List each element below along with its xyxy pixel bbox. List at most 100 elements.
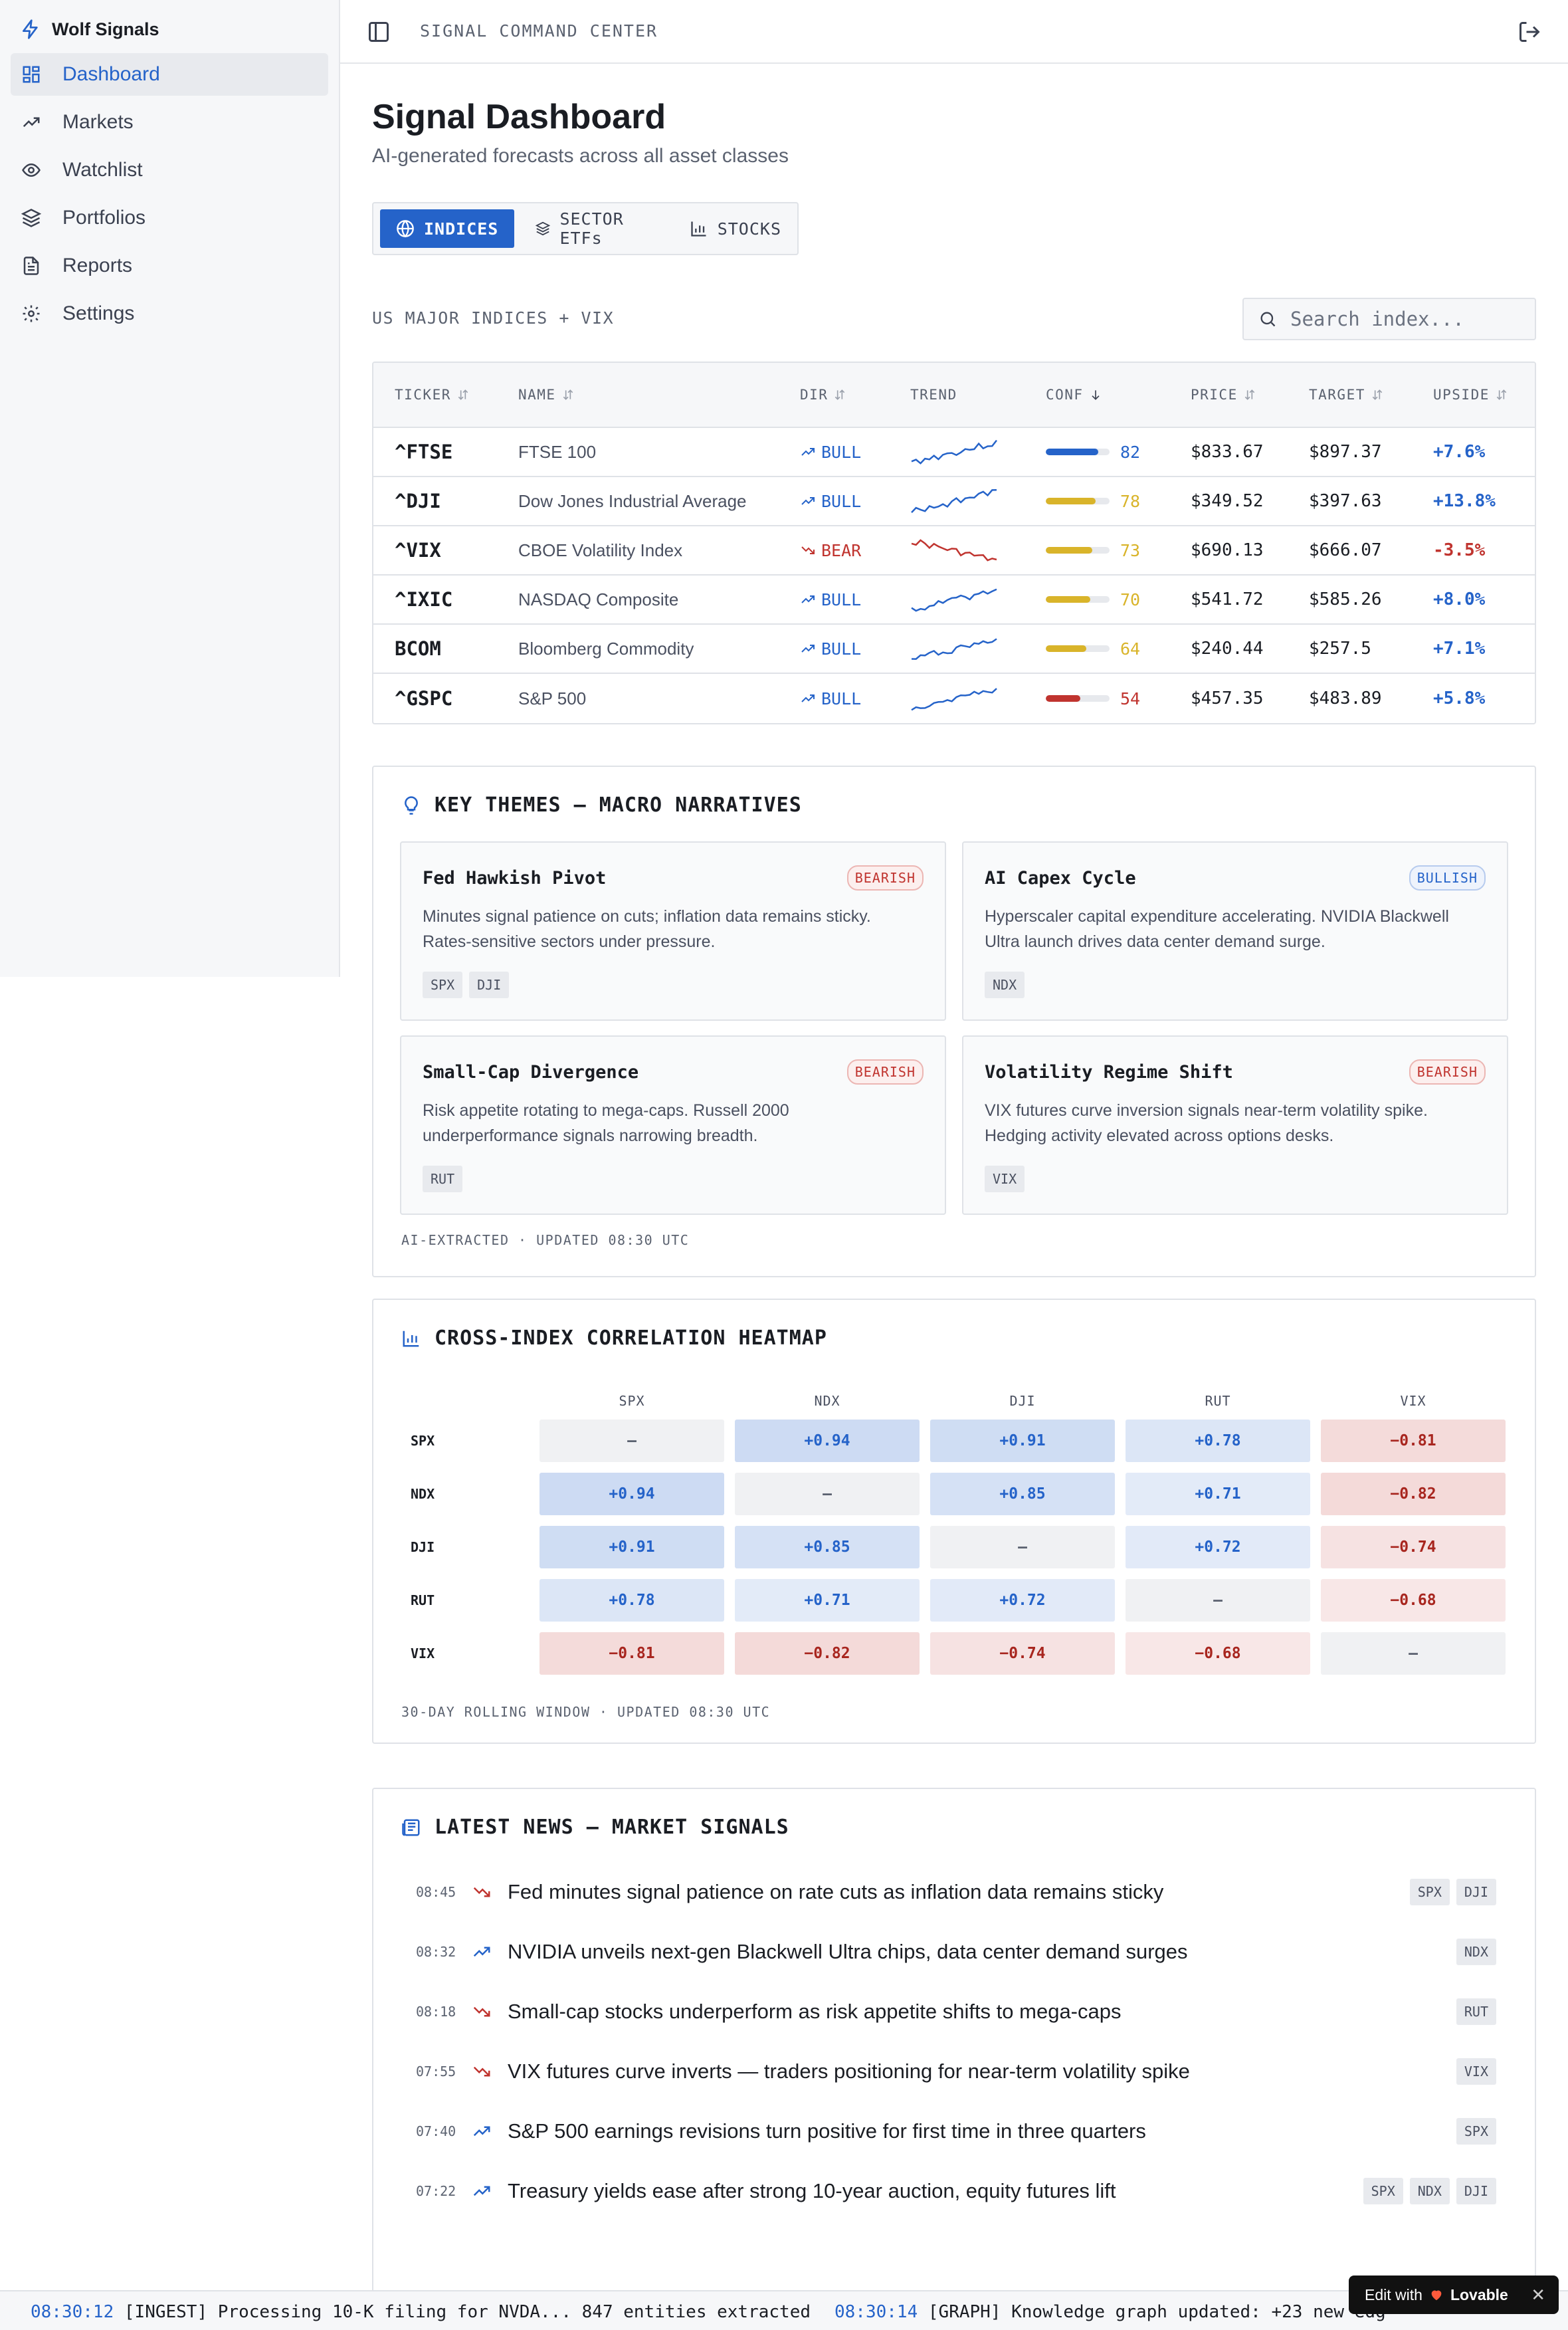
sparkline-path	[911, 588, 997, 612]
theme-card[interactable]: Fed Hawkish Pivot BEARISH Minutes signal p…	[400, 841, 946, 1021]
tag[interactable]: SPX	[1409, 1879, 1450, 1905]
news-tags: SPX	[1456, 2118, 1496, 2145]
tag[interactable]: VIX	[985, 1166, 1025, 1192]
theme-tags: VIX	[985, 1166, 1025, 1192]
sidebar-item-dashboard[interactable]: Dashboard	[11, 53, 328, 96]
news-item[interactable]: 08:45 Fed minutes signal patience on rate…	[416, 1869, 1496, 1915]
sidebar-item-portfolios[interactable]: Portfolios	[11, 197, 328, 239]
news-headline: Fed minutes signal patience on rate cuts…	[508, 1880, 1164, 1903]
sort-icon	[458, 389, 468, 400]
heatmap-row-label: RUT	[411, 1592, 435, 1608]
direction: BULL	[800, 639, 861, 659]
file-text-icon	[23, 257, 39, 275]
sentiment-badge: BEARISH	[846, 1059, 924, 1085]
table-row[interactable]: ^DJI Dow Jones Industrial Average BULL 78 $3…	[373, 477, 1535, 526]
tag[interactable]: VIX	[1456, 2058, 1496, 2085]
confidence-value: 82	[1120, 442, 1141, 462]
search-input[interactable]	[1290, 308, 1529, 330]
trending-up-icon	[23, 117, 40, 128]
tag[interactable]: DJI	[1456, 2178, 1496, 2204]
tab-indices[interactable]: INDICES	[380, 209, 515, 248]
table-row[interactable]: ^IXIC NASDAQ Composite BULL 70 $541.72 $585.2…	[373, 576, 1535, 625]
confidence-bar	[1046, 695, 1110, 702]
lovable-badge[interactable]: Edit with Lovable ✕	[1349, 2276, 1559, 2314]
table-body: ^FTSE FTSE 100 BULL 82 $833.67 $897.37 +7.6% ^D…	[373, 428, 1535, 723]
tag[interactable]: SPX	[1363, 2178, 1403, 2204]
theme-tags: NDX	[985, 972, 1025, 998]
tag[interactable]: DJI	[1456, 1879, 1496, 1905]
sidebar-item-markets[interactable]: Markets	[11, 101, 328, 144]
sidebar-item-label: Markets	[62, 111, 134, 133]
column-header-label: PRICE	[1191, 387, 1238, 403]
ticker-symbol: BCOM	[395, 637, 441, 660]
target-price: $397.63	[1309, 491, 1382, 511]
news-headline: Small-cap stocks underperform as risk ap…	[508, 2000, 1122, 2023]
activity-ticker: 08:30:12 [INGEST] Processing 10-K filing…	[0, 2290, 1568, 2330]
sidebar-item-settings[interactable]: Settings	[11, 292, 328, 335]
brand[interactable]: Wolf Signals	[20, 19, 159, 40]
tag[interactable]: SPX	[423, 972, 463, 998]
tag[interactable]: DJI	[469, 972, 510, 998]
confidence-value: 78	[1120, 491, 1141, 511]
search-box[interactable]	[1242, 298, 1536, 340]
tag[interactable]: NDX	[1409, 2178, 1450, 2204]
heatmap-cell: −0.81	[539, 1632, 724, 1675]
tag[interactable]: RUT	[423, 1166, 463, 1192]
gear-icon	[23, 305, 40, 322]
theme-card[interactable]: AI Capex Cycle BULLISH Hyperscaler capital…	[962, 841, 1508, 1021]
sidebar-toggle-icon[interactable]	[367, 20, 391, 44]
tag[interactable]: NDX	[1456, 1939, 1496, 1965]
tag[interactable]: SPX	[1456, 2118, 1496, 2145]
theme-card[interactable]: Small-Cap Divergence BEARISH Risk appetite…	[400, 1035, 946, 1215]
news-time: 08:45	[416, 1884, 456, 1900]
trending-up-icon	[801, 694, 815, 702]
column-header-target[interactable]: TARGET	[1309, 387, 1384, 403]
news-item[interactable]: 07:40 S&P 500 earnings revisions turn pos…	[416, 2108, 1496, 2155]
page-title: Signal Dashboard	[372, 98, 666, 136]
logout-icon[interactable]	[1518, 20, 1541, 44]
table-row[interactable]: BCOM Bloomberg Commodity BULL 64 $240.44 $257…	[373, 625, 1535, 674]
news-item[interactable]: 08:18 Small-cap stocks underperform as ri…	[416, 1988, 1496, 2035]
column-header-price[interactable]: PRICE	[1191, 387, 1256, 403]
tag[interactable]: NDX	[985, 972, 1025, 998]
table-row[interactable]: ^FTSE FTSE 100 BULL 82 $833.67 $897.37 +7.6%	[373, 428, 1535, 477]
confidence-bar	[1046, 498, 1110, 504]
tab-label: INDICES	[424, 219, 499, 239]
heatmap-cell: —	[1126, 1579, 1310, 1622]
trending-up-icon	[801, 595, 815, 603]
table-row[interactable]: ^GSPC S&P 500 BULL 54 $457.35 $483.89 +5.8%	[373, 674, 1535, 723]
tab-sector-etfs[interactable]: SECTOR ETFs	[520, 209, 668, 248]
sidebar-item-watchlist[interactable]: Watchlist	[11, 149, 328, 191]
heatmap-column-label: DJI	[1009, 1393, 1036, 1409]
upside: -3.5%	[1433, 540, 1486, 560]
column-header-conf[interactable]: CONF	[1046, 387, 1102, 403]
trend-sparkline	[911, 588, 997, 612]
sidebar-item-label: Reports	[62, 255, 133, 276]
heatmap-cell: +0.71	[1126, 1473, 1310, 1515]
column-header-ticker[interactable]: TICKER	[395, 387, 470, 403]
tag[interactable]: RUT	[1456, 1998, 1496, 2025]
table-row[interactable]: ^VIX CBOE Volatility Index BEAR 73 $690.13 $6…	[373, 526, 1535, 576]
signals-table: TICKER NAME DIR TREND CONF PRICE TARGET UPSIDE …	[372, 362, 1536, 724]
news-item[interactable]: 08:32 NVIDIA unveils next-gen Blackwell U…	[416, 1929, 1496, 1975]
column-header-upside[interactable]: UPSIDE	[1433, 387, 1508, 403]
theme-card[interactable]: Volatility Regime Shift BEARISH VIX future…	[962, 1035, 1508, 1215]
news-item[interactable]: 07:55 VIX futures curve inverts — traders…	[416, 2048, 1496, 2095]
tab-stocks[interactable]: STOCKS	[674, 209, 797, 248]
heatmap-cell: +0.85	[735, 1526, 920, 1568]
column-header-name[interactable]: NAME	[518, 387, 575, 403]
close-icon[interactable]: ✕	[1531, 2285, 1545, 2305]
upside: +7.1%	[1433, 639, 1486, 659]
sidebar-item-reports[interactable]: Reports	[11, 245, 328, 287]
confidence-value: 70	[1120, 589, 1141, 609]
news-time: 08:18	[416, 2004, 456, 2020]
direction-label: BULL	[821, 688, 862, 708]
direction-label: BULL	[821, 491, 862, 511]
heatmap-row-label: VIX	[411, 1645, 435, 1661]
trend-sparkline	[911, 489, 997, 513]
trending-up-icon	[801, 448, 815, 456]
direction: BULL	[800, 492, 861, 511]
confidence-bar	[1046, 596, 1110, 603]
column-header-dir[interactable]: DIR	[800, 387, 846, 403]
news-item[interactable]: 07:22 Treasury yields ease after strong 1…	[416, 2168, 1496, 2214]
